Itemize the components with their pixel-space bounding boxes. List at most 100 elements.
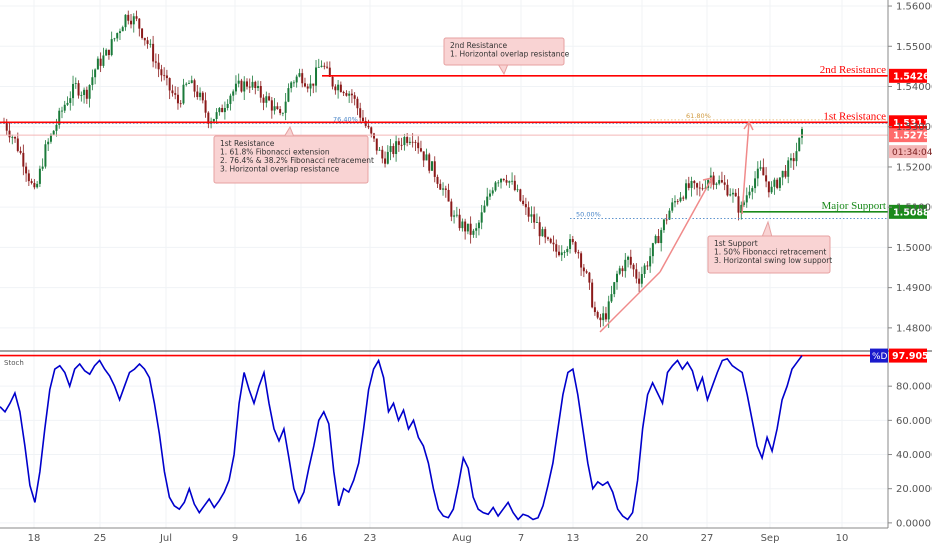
candle-body: [99, 58, 102, 66]
note-1st-resistance-line: 1. 61.8% Fibonacci extension: [220, 148, 330, 157]
candle-body: [359, 108, 362, 118]
candle-body: [91, 77, 94, 86]
candle-body: [337, 84, 340, 91]
candle-body: [704, 187, 707, 189]
candle-body: [480, 212, 483, 223]
candle-body: [196, 91, 199, 98]
candle-body: [237, 80, 240, 84]
candle-body: [723, 182, 726, 185]
candle-body: [754, 178, 757, 189]
candle-body: [466, 223, 469, 232]
candle-body: [381, 149, 384, 159]
candle-body: [743, 202, 746, 205]
candle-body: [248, 86, 251, 88]
candle-body: [303, 83, 306, 87]
x-tick-label: 25: [94, 533, 107, 544]
candle-body: [552, 242, 555, 245]
arrow-head-2: [743, 120, 754, 131]
candle-body: [301, 73, 304, 84]
candle-body: [577, 252, 580, 254]
candle-body: [651, 243, 654, 257]
candle-body: [610, 294, 613, 302]
candle-body: [146, 40, 149, 44]
y-tick-label: 1.54000: [896, 82, 932, 93]
countdown-box: [889, 145, 927, 159]
x-tick-label: 7: [518, 533, 524, 544]
candle-body: [350, 93, 353, 96]
candle-body: [221, 107, 224, 113]
candle-body: [395, 141, 398, 155]
candle-body: [290, 82, 293, 89]
candle-body: [444, 188, 447, 190]
candle-body: [569, 239, 572, 249]
candle-body: [784, 170, 787, 177]
arrow-leg-3: [741, 121, 750, 215]
candle-body: [312, 83, 315, 86]
candle-body: [745, 195, 748, 203]
candle-body: [370, 127, 373, 134]
candle-body: [174, 93, 177, 95]
candle-body: [411, 141, 414, 143]
candle-body: [615, 273, 618, 283]
candle-body: [439, 183, 442, 190]
candle-body: [386, 151, 389, 164]
candle-body: [701, 188, 704, 190]
candle-body: [47, 141, 50, 145]
candle-body: [731, 192, 734, 195]
level-price-box: [889, 68, 927, 83]
candle-body: [33, 183, 36, 188]
candle-body: [22, 152, 25, 167]
candle-body: [141, 28, 144, 38]
note-1st-support-line: 1. 50% Fibonacci retracement: [714, 248, 826, 257]
candle-body: [176, 94, 179, 104]
candle-body: [604, 313, 607, 320]
level-price-label: 1.53110: [893, 118, 932, 129]
candle-body: [130, 20, 133, 25]
candle-body: [726, 184, 729, 196]
candle-body: [207, 112, 210, 124]
candle-body: [767, 181, 770, 193]
candle-body: [245, 81, 248, 87]
candle-body: [563, 252, 566, 253]
candle-body: [270, 100, 273, 111]
candle-body: [8, 130, 11, 138]
candle-body: [323, 65, 326, 67]
candle-body: [113, 38, 116, 40]
candle-body: [262, 97, 265, 103]
candle-body: [403, 136, 406, 146]
candle-body: [397, 141, 400, 145]
candle-body: [279, 109, 282, 114]
candle-body: [789, 158, 792, 161]
candle-body: [778, 177, 781, 188]
candle-body: [334, 86, 337, 91]
candle-body: [295, 76, 298, 83]
candle-body: [513, 180, 516, 190]
candle-body: [66, 102, 69, 105]
current-price-label: 1.52791: [893, 131, 932, 142]
candle-body: [591, 282, 594, 308]
level-name: 1st Resistance: [823, 110, 886, 122]
candle-body: [549, 238, 552, 243]
candle-body: [748, 191, 751, 196]
candle-body: [348, 93, 351, 96]
candle-body: [671, 202, 674, 211]
candle-body: [555, 244, 558, 252]
candle-body: [574, 242, 577, 253]
candle-body: [765, 175, 768, 182]
candle-body: [212, 119, 215, 122]
candle-body: [154, 61, 157, 63]
candle-body: [259, 85, 262, 98]
candle-body: [530, 214, 533, 217]
candle-body: [696, 183, 699, 188]
y-tick-label: 1.51000: [896, 203, 932, 214]
candle-body: [182, 84, 185, 104]
x-tick-label: Sep: [761, 533, 780, 544]
candle-body: [251, 81, 254, 88]
candle-body: [643, 265, 646, 274]
candle-body: [171, 90, 174, 94]
candle-body: [80, 94, 83, 96]
candle-body: [204, 100, 207, 113]
candle-body: [414, 141, 417, 143]
candle-body: [657, 236, 660, 244]
